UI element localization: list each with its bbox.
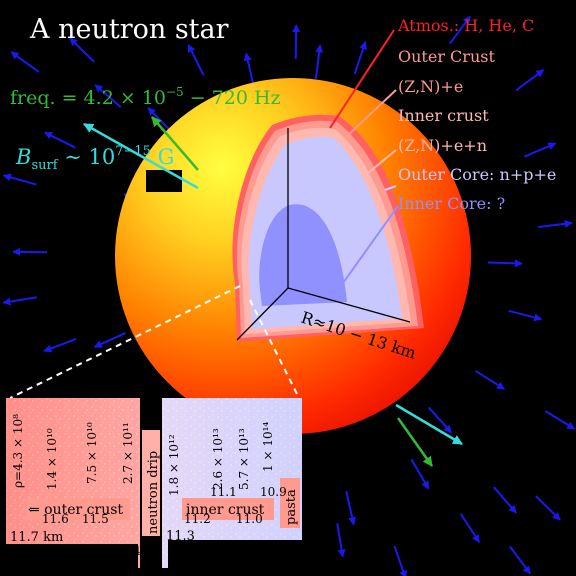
- r-tick-11-5: 11.5: [82, 512, 109, 526]
- field-arrow: [508, 309, 543, 322]
- inner-crust-leader: [361, 149, 397, 179]
- label-outer-crust-comp: (Z,N)+e: [398, 77, 463, 96]
- inset-pasta-label: pasta: [284, 489, 299, 525]
- bsurf-arrow-lower: [395, 403, 463, 446]
- field-arrow: [410, 458, 430, 490]
- field-arrow: [393, 545, 408, 576]
- inner-core-leader: [337, 205, 399, 291]
- field-arrow: [12, 247, 48, 256]
- r-tick-10-9: 10.9: [260, 485, 287, 499]
- zoom-line-right: [249, 299, 301, 401]
- bsurf-arrow: [83, 122, 199, 190]
- density-tick: 7.5 × 10¹⁰: [85, 422, 99, 484]
- bsurf-label: Bsurf ∼ 107−15 G: [15, 144, 174, 173]
- r-tick-11-4: 11.4: [114, 544, 141, 558]
- field-arrow: [94, 84, 122, 108]
- bsurf-bg: [146, 170, 182, 192]
- field-arrow: [69, 37, 95, 63]
- pasta-box: [280, 478, 300, 528]
- r-tick-11-0: 11.0: [236, 512, 263, 526]
- field-arrow: [493, 486, 517, 514]
- field-arrow: [336, 523, 346, 558]
- field-arrow: [10, 51, 40, 73]
- field-arrow: [427, 406, 453, 434]
- inset-outer-crust-label: ⇐ outer crust: [28, 502, 123, 518]
- density-tick: ρ=4.3 × 10⁸: [11, 414, 25, 488]
- outer-core-leader: [384, 185, 397, 191]
- neutron-drip-box: [142, 430, 160, 536]
- label-inner-crust: Inner crust: [398, 106, 489, 125]
- freq-label: freq. = 4.2 × 10−5 − 720 Hz: [10, 85, 281, 109]
- field-arrow: [243, 52, 255, 87]
- field-arrow: [353, 41, 367, 75]
- label-inner-core: Inner Core: ?: [398, 194, 505, 213]
- field-arrow: [2, 173, 37, 186]
- field-arrow: [345, 491, 357, 526]
- density-ticks: ρ=4.3 × 10⁸ 1.4 × 10¹⁰ 7.5 × 10¹⁰ 2.7 × 10¹…: [11, 414, 275, 496]
- field-arrow: [523, 142, 557, 158]
- label-atmos: Atmos.: H, He, C: [397, 16, 534, 35]
- field-arrow: [44, 131, 76, 149]
- star-cutaway: [232, 114, 424, 342]
- label-outer-core: Outer Core: n+p+e: [398, 165, 556, 184]
- r-tick-11-1: 11.1: [210, 485, 237, 499]
- density-tick: 5.7 × 10¹³: [237, 428, 251, 490]
- inset-inner-crust-label: inner crust: [186, 502, 265, 518]
- freq-arrow-lower: [396, 417, 434, 467]
- outer-crust-leader: [344, 89, 397, 139]
- inner-core-layer: [259, 204, 347, 306]
- zoom-line-left: [9, 285, 241, 399]
- field-arrow: [515, 69, 545, 91]
- field-arrow: [93, 331, 126, 349]
- density-tick: 1.8 × 10¹²: [167, 434, 181, 496]
- inner-crust-box: [182, 498, 274, 520]
- inset-neutron-drip-label: neutron drip: [146, 451, 161, 534]
- field-arrow: [509, 545, 531, 575]
- label-inner-crust-comp: (Z,N)+e+n: [398, 136, 487, 155]
- freq-arrow: [151, 116, 199, 171]
- outer-crust-box: [26, 498, 130, 520]
- field-arrow: [459, 513, 481, 543]
- field-arrow: [187, 44, 205, 76]
- field-arrow: [487, 259, 523, 268]
- r-tick-11-3: 11.3: [166, 529, 195, 544]
- r-tick-11-7: 11.7 km: [10, 530, 63, 545]
- field-arrow: [147, 107, 173, 133]
- label-outer-crust: Outer Crust: [398, 47, 495, 66]
- field-arrow: [475, 370, 506, 390]
- atmos-leader: [329, 29, 395, 129]
- density-tick: 1.4 × 10¹⁰: [45, 428, 59, 490]
- crust-inset: ρ=4.3 × 10⁸ 1.4 × 10¹⁰ 7.5 × 10¹⁰ 2.7 × 10¹…: [6, 398, 302, 576]
- density-tick: 1 × 10¹⁴: [261, 422, 275, 472]
- page-title: A neutron star: [29, 14, 229, 45]
- field-arrow: [43, 337, 77, 353]
- r-tick-11-2: 11.2: [184, 512, 211, 526]
- field-arrow: [535, 495, 561, 521]
- field-arrow: [449, 15, 471, 45]
- field-arrow: [314, 44, 324, 79]
- field-arrow: [2, 296, 37, 306]
- field-arrow: [544, 410, 576, 430]
- density-tick: 2.6 × 10¹³: [211, 428, 225, 490]
- field-arrow: [538, 219, 573, 228]
- r-tick-11-6: 11.6: [42, 512, 69, 526]
- density-tick: 2.7 × 10¹¹: [121, 422, 135, 484]
